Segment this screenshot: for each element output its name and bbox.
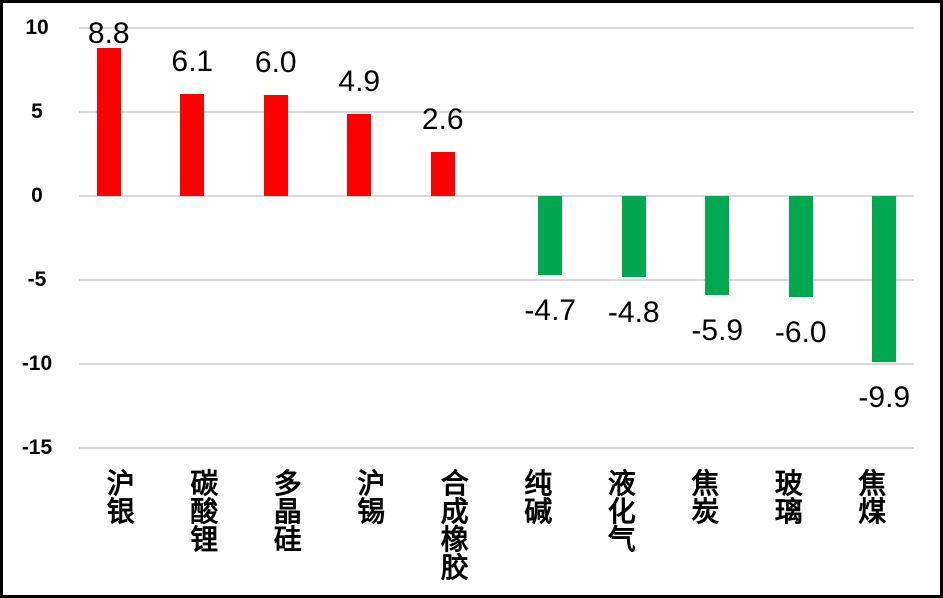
category-label: 焦炭 (691, 468, 720, 527)
bar-value-label: -4.7 (524, 293, 577, 327)
y-axis-tick-label: -15 (21, 436, 53, 459)
bar-value-label: -4.8 (607, 295, 660, 329)
category-label: 沪银 (106, 468, 135, 527)
y-axis-tick-label: 10 (25, 16, 49, 39)
positive-bar (430, 152, 455, 196)
negative-bar (872, 196, 897, 363)
positive-bar (96, 48, 121, 196)
category-label: 焦煤 (858, 468, 887, 527)
bar-value-label: 6.1 (171, 44, 214, 78)
negative-bar (788, 196, 813, 297)
plot-area: 10 5 0 -5 -10 -15 8.8 沪银 6.1 碳酸锂 6.0 多晶硅 4.9 沪锡 2.6 合成橡… (3, 3, 940, 595)
positive-bar (180, 93, 205, 196)
y-axis-tick-label: -5 (27, 268, 47, 291)
category-label: 纯碱 (524, 468, 553, 527)
bar-value-label: -6.0 (774, 315, 827, 349)
negative-bar (538, 196, 563, 275)
bar-value-label: 4.9 (338, 64, 381, 98)
negative-bar (621, 196, 646, 277)
category-label: 沪锡 (357, 468, 386, 527)
category-label: 玻璃 (774, 468, 803, 527)
negative-bar (705, 196, 730, 296)
gridline (79, 279, 914, 281)
y-axis-tick-label: -10 (21, 352, 53, 375)
bar-value-label: 2.6 (421, 103, 464, 137)
gridline (79, 447, 914, 449)
bar-value-label: 8.8 (87, 17, 130, 50)
positive-bar (347, 113, 372, 196)
gridline (79, 363, 914, 365)
category-label: 碳酸锂 (190, 468, 219, 555)
bar-value-label: -9.9 (858, 381, 911, 415)
category-label: 合成橡胶 (440, 468, 469, 583)
gridline (79, 111, 914, 113)
bar-value-label: -5.9 (691, 314, 744, 348)
positive-bar (263, 95, 288, 196)
gridline (79, 195, 914, 197)
y-axis-tick-label: 5 (31, 100, 43, 123)
bar-value-label: 6.0 (254, 46, 297, 80)
y-axis-tick-label: 0 (31, 184, 43, 207)
category-label: 液化气 (607, 468, 636, 555)
gridline (79, 27, 914, 29)
category-label: 多晶硅 (273, 468, 302, 555)
